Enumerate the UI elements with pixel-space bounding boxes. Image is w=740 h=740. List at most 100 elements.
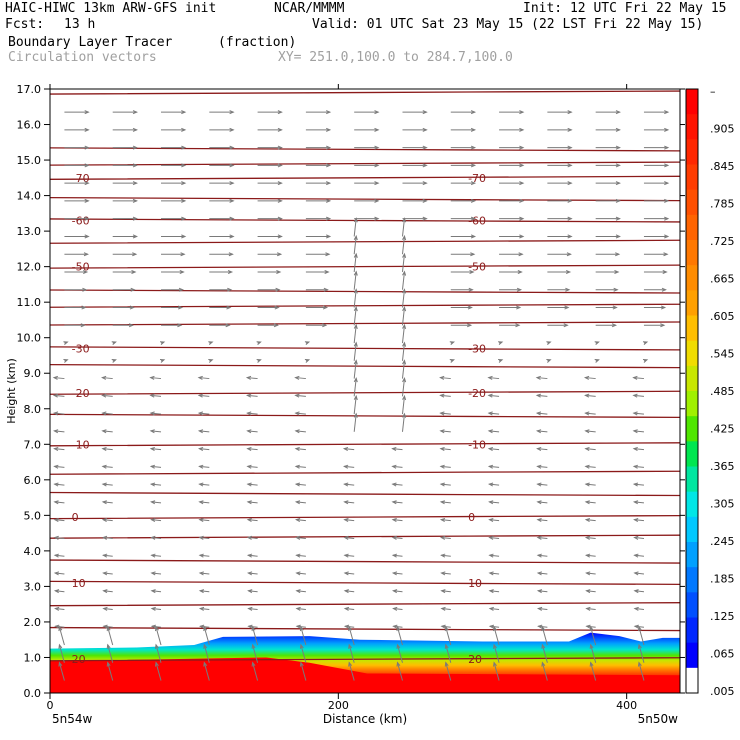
vector-head bbox=[246, 535, 253, 540]
vector-head bbox=[422, 127, 428, 132]
vector-head bbox=[444, 661, 449, 667]
vector-head bbox=[488, 518, 494, 523]
circulation-vector bbox=[295, 465, 306, 468]
contour-label: -30 bbox=[72, 342, 90, 355]
circulation-vector bbox=[392, 448, 403, 451]
vector-head bbox=[615, 198, 621, 203]
contour-label: -10 bbox=[72, 438, 90, 451]
vector-head bbox=[615, 163, 621, 168]
circulation-vector bbox=[150, 377, 162, 380]
colorbar-swatch bbox=[686, 592, 698, 618]
vector-head bbox=[515, 323, 521, 328]
x-left-end-label: 5n54w bbox=[52, 712, 93, 726]
circulation-vector bbox=[199, 430, 210, 433]
vector-head bbox=[567, 163, 573, 168]
vector-head bbox=[295, 571, 301, 576]
vector-head bbox=[487, 375, 493, 380]
circulation-vector bbox=[198, 394, 210, 397]
vector-head bbox=[304, 358, 311, 363]
vector-head bbox=[179, 269, 185, 274]
vector-head bbox=[498, 341, 504, 346]
vector-head bbox=[322, 323, 328, 328]
vector-head bbox=[564, 305, 570, 310]
axes: 0.0 1.0 2.0 3.0 4.0 5.0 6.0 7.0 8.0 9.0 10.0 11.0 12… bbox=[17, 83, 685, 712]
circulation-vector bbox=[634, 501, 645, 504]
vector-head bbox=[273, 323, 279, 328]
colorbar-label: .845 bbox=[710, 160, 735, 173]
vector-head bbox=[294, 375, 300, 380]
temperature-contour bbox=[50, 175, 680, 180]
circulation-vector bbox=[634, 483, 645, 486]
circulation-vector bbox=[489, 590, 500, 593]
circulation-vector bbox=[633, 465, 645, 468]
vector-head bbox=[642, 341, 649, 346]
circulation-vector bbox=[393, 572, 403, 575]
vector-head bbox=[632, 446, 638, 451]
vector-head bbox=[633, 553, 639, 558]
colorbar-swatch bbox=[686, 617, 698, 644]
vector-head bbox=[470, 181, 477, 186]
circulation-vector bbox=[344, 572, 355, 575]
vector-head bbox=[535, 411, 542, 416]
temperature-contour bbox=[50, 90, 680, 95]
circulation-vector bbox=[199, 519, 210, 522]
fcst-label: Fcst: bbox=[5, 17, 45, 32]
circulation-vector bbox=[295, 412, 306, 415]
circulation-vector bbox=[252, 626, 259, 646]
vector-head bbox=[101, 464, 107, 469]
circulation-vector bbox=[445, 662, 452, 681]
vector-head bbox=[229, 198, 235, 203]
circulation-vector bbox=[634, 536, 645, 539]
contour-label: -50 bbox=[468, 261, 486, 274]
vector-head bbox=[84, 163, 90, 168]
temperature-contour bbox=[50, 514, 680, 520]
contour-label: -60 bbox=[72, 214, 90, 227]
vector-head bbox=[276, 252, 283, 257]
vector-head bbox=[246, 518, 252, 523]
vector-head bbox=[197, 375, 203, 380]
vector-head bbox=[58, 661, 63, 667]
y-tick-label: 7.0 bbox=[24, 438, 42, 451]
temperature-contour bbox=[50, 413, 680, 419]
vector-head bbox=[277, 145, 283, 150]
circulation-vector bbox=[103, 590, 113, 593]
colorbar-swatch bbox=[686, 89, 698, 115]
y-tick-label: 6.0 bbox=[24, 474, 42, 487]
colorbar-label: .365 bbox=[710, 460, 735, 473]
circulation-vector bbox=[585, 412, 596, 415]
vector-head bbox=[198, 553, 204, 558]
circulation-vector bbox=[151, 465, 162, 468]
circulation-vector bbox=[585, 430, 596, 433]
circulation-vector bbox=[55, 608, 65, 611]
contour-label: 20 bbox=[72, 653, 86, 666]
vector-head bbox=[637, 661, 642, 667]
circulation-vector bbox=[151, 572, 162, 575]
vector-head bbox=[493, 661, 497, 667]
vector-head bbox=[295, 518, 301, 523]
circulation-vector bbox=[392, 536, 403, 539]
vector-head bbox=[295, 606, 301, 611]
circulation-vector bbox=[155, 626, 162, 646]
circulation-vector bbox=[397, 662, 403, 681]
vector-head bbox=[178, 305, 184, 310]
vector-head bbox=[519, 198, 525, 203]
valid-time: Valid: 01 UTC Sat 23 May 15 (22 LST Fri … bbox=[312, 17, 704, 32]
vector-head bbox=[374, 163, 380, 168]
vector-head bbox=[80, 323, 86, 328]
vector-head bbox=[149, 393, 155, 398]
circulation-vector bbox=[295, 394, 306, 397]
vector-head bbox=[132, 234, 138, 239]
vector-head bbox=[664, 198, 670, 203]
circulation-vector bbox=[401, 324, 405, 344]
vector-head bbox=[343, 571, 349, 576]
circulation-vector bbox=[586, 572, 596, 575]
colorbar-label: .725 bbox=[710, 235, 735, 248]
circulation-vector bbox=[247, 483, 258, 486]
vector-head bbox=[150, 589, 156, 594]
vector-head bbox=[615, 145, 621, 150]
colorbar-swatch bbox=[686, 365, 698, 392]
temperature-contour bbox=[50, 390, 680, 395]
vector-head bbox=[102, 571, 108, 576]
vector-head bbox=[488, 571, 494, 576]
vector-head bbox=[391, 464, 397, 469]
